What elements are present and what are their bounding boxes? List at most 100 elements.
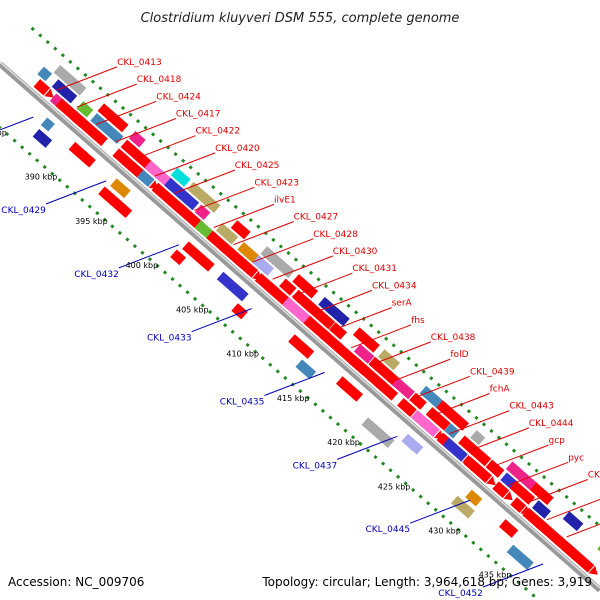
feature-block bbox=[465, 489, 483, 507]
forward-gene-label[interactable]: CKL_0430 bbox=[333, 247, 378, 257]
backbone bbox=[0, 61, 600, 593]
reverse-gene-label[interactable]: CKL_0437 bbox=[293, 461, 338, 471]
forward-gene-leader bbox=[350, 324, 412, 349]
feature-block bbox=[353, 344, 375, 364]
feature-block bbox=[492, 481, 510, 499]
forward-gene-label-text: fchA bbox=[490, 385, 511, 395]
feature-block bbox=[231, 303, 248, 320]
feature-block bbox=[368, 356, 400, 387]
reverse-gene-label[interactable]: CKL_0432 bbox=[74, 270, 119, 280]
reverse-gene-leader bbox=[482, 563, 544, 588]
forward-gene-label[interactable]: CKL_0418 bbox=[137, 75, 182, 85]
forward-gene-leader bbox=[370, 341, 431, 366]
tick-labels: 385 kbp 390 kbp 395 kbp 400 kbp 405 kbp 410 k… bbox=[0, 129, 511, 580]
feature-block bbox=[170, 249, 187, 266]
forward-gene-label[interactable]: CKL_0438 bbox=[431, 333, 476, 343]
gc-track bbox=[0, 26, 600, 600]
feature-block bbox=[505, 461, 538, 491]
forward-gene-leader bbox=[174, 169, 235, 194]
forward-gene-label-text: CKL_0413 bbox=[117, 58, 162, 68]
reverse-gene-label-text: CKL_0432 bbox=[74, 270, 119, 280]
feature-block bbox=[164, 177, 200, 211]
forward-gene-label[interactable]: CKL_0427 bbox=[294, 213, 339, 223]
forward-gene-label-text: CKL_0443 bbox=[509, 402, 554, 412]
feature-block bbox=[532, 500, 551, 519]
forward-gene-leader bbox=[488, 444, 549, 469]
forward-gene-leader bbox=[527, 479, 588, 503]
cds-arrow bbox=[588, 565, 598, 575]
forward-gene-leader bbox=[154, 152, 216, 177]
forward-gene-label[interactable]: CKL_0417 bbox=[176, 110, 221, 120]
forward-gene-label[interactable]: serA bbox=[392, 299, 413, 309]
feature-block bbox=[260, 246, 295, 279]
forward-gene-label[interactable]: CKL_0431 bbox=[352, 264, 397, 274]
forward-gene-label-text: folD bbox=[450, 350, 468, 360]
reverse-gene-label[interactable]: CKL_0435 bbox=[220, 398, 265, 408]
forward-gene-label[interactable]: CKL_0413 bbox=[117, 58, 162, 68]
reverse-gene-label[interactable]: CKL_0429 bbox=[1, 206, 46, 216]
tick-label: 415 kbp bbox=[277, 394, 310, 403]
forward-gene-label[interactable]: CKL_0444 bbox=[529, 419, 574, 429]
reverse-gene-label[interactable]: CKL_0445 bbox=[365, 525, 410, 535]
genome-summary: Topology: circular; Length: 3,964,618 bp… bbox=[261, 575, 592, 589]
feature-block bbox=[40, 117, 55, 132]
forward-gene-label-text: fhs bbox=[411, 316, 425, 326]
forward-gene-label[interactable]: CKL_0443 bbox=[509, 402, 554, 412]
forward-gene-label[interactable]: CKL_0425 bbox=[235, 161, 280, 171]
feature-block bbox=[292, 274, 319, 299]
forward-gene-leader bbox=[56, 66, 118, 91]
feature-block bbox=[498, 519, 519, 538]
forward-gene-label[interactable]: CKL_0422 bbox=[196, 127, 241, 137]
feature-block bbox=[450, 495, 475, 519]
reverse-gene-leader bbox=[337, 435, 398, 460]
forward-gene-label[interactable]: fchA bbox=[490, 385, 511, 395]
forward-gene-label-text: pyc bbox=[568, 453, 584, 463]
forward-gene-label-text: CKL_0434 bbox=[372, 281, 417, 291]
forward-gene-label[interactable]: folD bbox=[450, 350, 468, 360]
feature-block bbox=[442, 437, 468, 462]
forward-gene-label-text: CKL_0424 bbox=[156, 92, 201, 102]
forward-gene-label[interactable]: ilvE1 bbox=[274, 195, 296, 205]
feature-block bbox=[529, 482, 554, 506]
tick-label: 400 kbp bbox=[126, 261, 159, 270]
forward-gene-label[interactable]: CKL_0423 bbox=[254, 178, 299, 188]
forward-gene-leader bbox=[331, 307, 392, 332]
forward-gene-label-text: CKL_0439 bbox=[470, 367, 515, 377]
feature-block bbox=[509, 480, 536, 505]
feature-block bbox=[187, 181, 221, 213]
forward-gene-label-text: CKL_0430 bbox=[333, 247, 378, 257]
feature-block bbox=[282, 297, 315, 328]
feature-block bbox=[151, 182, 173, 203]
feature-block bbox=[90, 113, 124, 144]
tick-label: 425 kbp bbox=[378, 482, 411, 491]
forward-gene-label[interactable]: fhs bbox=[411, 316, 425, 326]
feature-block bbox=[69, 110, 98, 137]
gene-labels: CKL_0413 CKL_0418 CKL_0424 CKL_0417 CKL_0422… bbox=[1, 58, 600, 599]
forward-gene-label[interactable]: CKL_0448 bbox=[588, 471, 600, 481]
feature-block bbox=[352, 327, 380, 353]
reverse-gene-label[interactable]: CKL_0433 bbox=[147, 334, 192, 344]
forward-gene-label-text: CKL_0417 bbox=[176, 110, 221, 120]
feature-block bbox=[374, 377, 399, 401]
forward-gene-leader bbox=[507, 461, 569, 486]
forward-gene-label[interactable]: CKL_0439 bbox=[470, 367, 515, 377]
reverse-gene-label-text: CKL_0429 bbox=[1, 206, 46, 216]
reverse-gene-leader bbox=[409, 499, 471, 524]
forward-gene-label[interactable]: CKL_0434 bbox=[372, 281, 417, 291]
reverse-gene-leader bbox=[118, 244, 180, 269]
forward-gene-label[interactable]: pyc bbox=[568, 453, 584, 463]
forward-gene-leader bbox=[115, 118, 177, 143]
forward-gene-leader bbox=[96, 100, 157, 125]
reverse-gene-label[interactable]: CKL_0452 bbox=[438, 589, 483, 599]
feature-block bbox=[329, 322, 347, 340]
forward-gene-label[interactable]: CKL_0424 bbox=[156, 92, 201, 102]
feature-block bbox=[436, 400, 470, 431]
forward-gene-leader bbox=[135, 135, 196, 160]
forward-gene-label[interactable]: gcp bbox=[549, 436, 566, 446]
forward-gene-label[interactable]: CKL_0420 bbox=[215, 144, 260, 154]
reverse-gene-label-text: CKL_0452 bbox=[438, 589, 483, 599]
forward-gene-leader bbox=[233, 221, 294, 246]
backbone-line bbox=[0, 61, 600, 593]
forward-gene-label[interactable]: CKL_0428 bbox=[313, 230, 358, 240]
feature-block bbox=[391, 377, 415, 400]
